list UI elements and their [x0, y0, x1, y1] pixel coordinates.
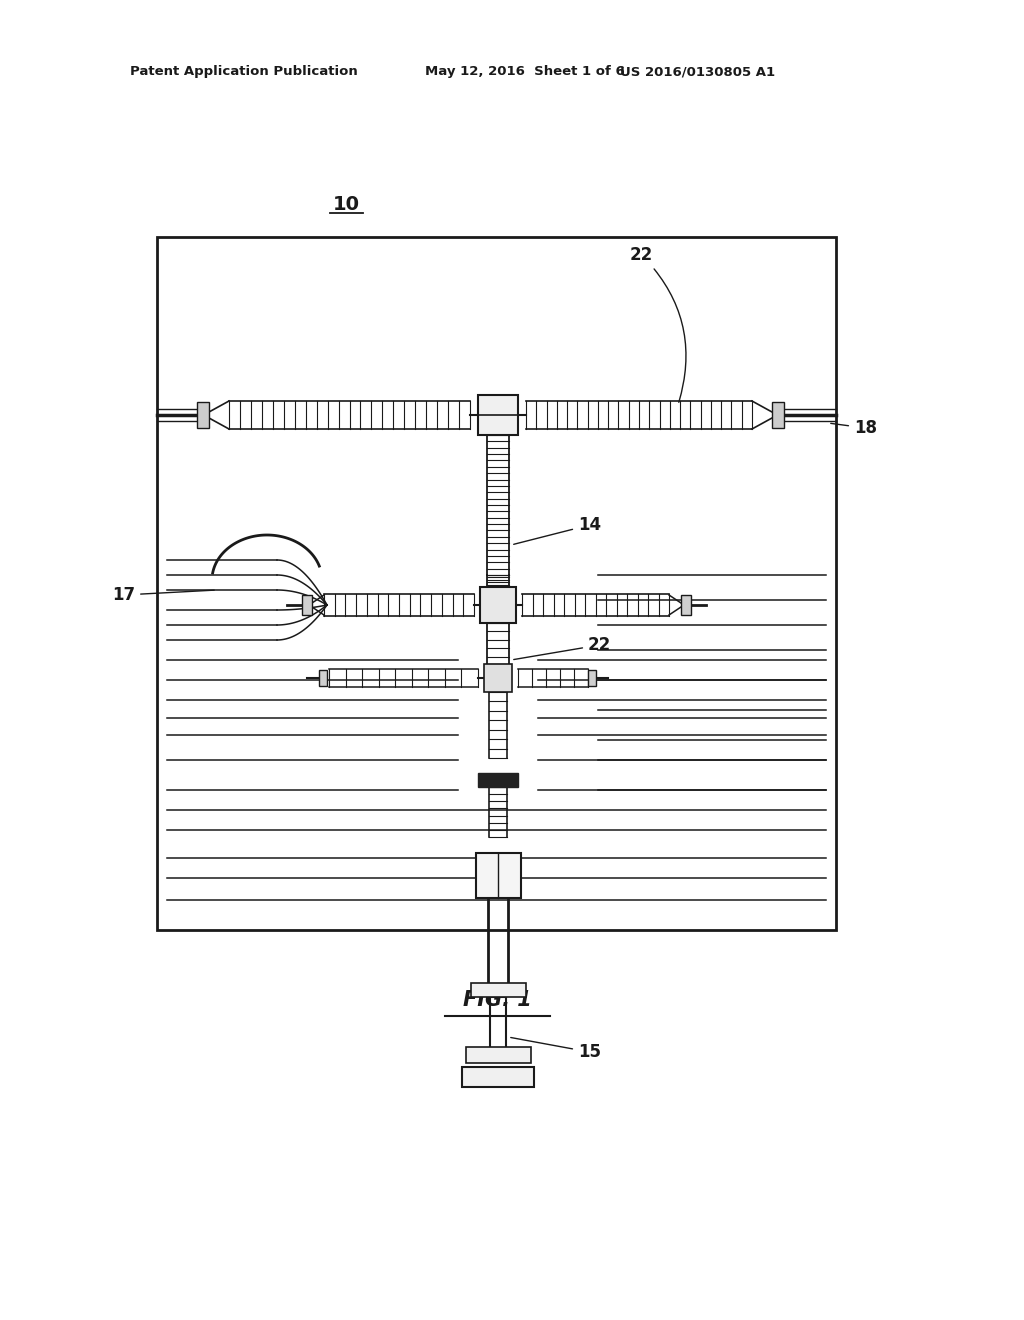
Text: Patent Application Publication: Patent Application Publication	[130, 66, 357, 78]
Text: 15: 15	[511, 1038, 601, 1061]
Bar	[484, 664, 512, 692]
Bar	[772, 403, 784, 428]
Text: FIG. 1: FIG. 1	[463, 990, 531, 1010]
Bar	[476, 853, 521, 898]
Text: May 12, 2016  Sheet 1 of 6: May 12, 2016 Sheet 1 of 6	[425, 66, 625, 78]
Bar	[471, 983, 526, 997]
Text: 10: 10	[333, 195, 359, 214]
Text: 14: 14	[514, 516, 601, 544]
Text: 17: 17	[112, 586, 214, 605]
Bar	[319, 671, 327, 686]
Bar	[302, 595, 312, 615]
Bar	[588, 671, 596, 686]
Text: 22: 22	[514, 636, 611, 660]
Bar	[478, 774, 518, 787]
Bar	[157, 238, 836, 931]
Bar	[478, 395, 518, 436]
Bar	[681, 595, 691, 615]
Text: US 2016/0130805 A1: US 2016/0130805 A1	[620, 66, 775, 78]
Bar	[480, 587, 516, 623]
Text: 22: 22	[630, 246, 686, 403]
Bar	[466, 1047, 531, 1063]
Bar	[197, 403, 209, 428]
Bar	[462, 1067, 534, 1086]
Text: 18: 18	[830, 418, 877, 437]
